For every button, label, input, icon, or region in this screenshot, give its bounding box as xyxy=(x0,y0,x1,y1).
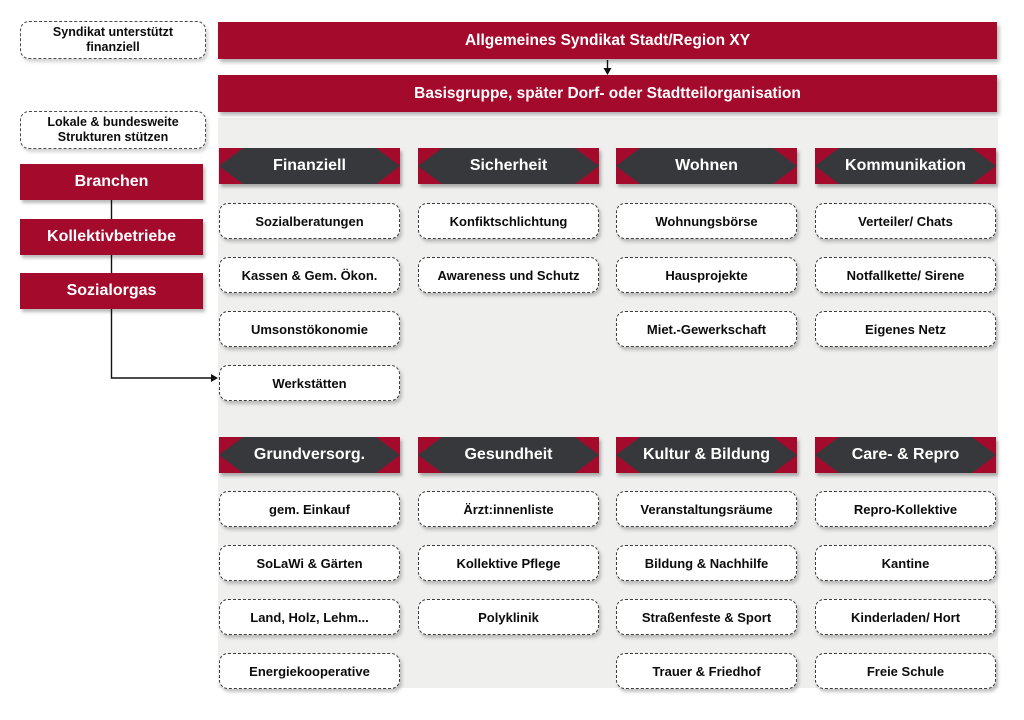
note-strukturen-stuetzen: Lokale & bundesweite Strukturen stützen xyxy=(20,111,206,149)
item-land-holz-lehm: Land, Holz, Lehm... xyxy=(219,599,400,635)
column-header-kultur-bildung: Kultur & Bildung xyxy=(616,437,797,473)
item-kantine: Kantine xyxy=(815,545,996,581)
column-header-grundversorgung: Grundversorg. xyxy=(219,437,400,473)
column-header-label: Care- & Repro xyxy=(851,446,960,463)
sidebox-branchen: Branchen xyxy=(20,164,203,200)
column-header-wohnen: Wohnen xyxy=(616,148,797,184)
item-wohnungsboerse: Wohnungsbörse xyxy=(616,203,797,239)
arrow-banner-down-head xyxy=(603,68,612,75)
item-verteiler-chats: Verteiler/ Chats xyxy=(815,203,996,239)
header-arrow-shape xyxy=(219,148,400,184)
header-arrow-shape xyxy=(616,437,797,473)
header-arrow-shape xyxy=(418,437,599,473)
item-werkstaetten: Werkstätten xyxy=(219,365,400,401)
item-kinderladen-hort: Kinderladen/ Hort xyxy=(815,599,996,635)
item-solawi-gaerten: SoLaWi & Gärten xyxy=(219,545,400,581)
item-miet-gewerkschaft: Miet.-Gewerkschaft xyxy=(616,311,797,347)
column-header-label: Kommunikation xyxy=(845,157,966,174)
item-sozialberatungen: Sozialberatungen xyxy=(219,203,400,239)
item-awareness-und-schutz: Awareness und Schutz xyxy=(418,257,599,293)
header-arrow-shape xyxy=(815,148,996,184)
column-header-gesundheit: Gesundheit xyxy=(418,437,599,473)
item-veranstaltungsraeume: Veranstaltungsräume xyxy=(616,491,797,527)
column-header-sicherheit: Sicherheit xyxy=(418,148,599,184)
item-kollektive-pflege: Kollektive Pflege xyxy=(418,545,599,581)
item-strassenfeste-sport: Straßenfeste & Sport xyxy=(616,599,797,635)
banner-syndikat: Allgemeines Syndikat Stadt/Region XY xyxy=(218,22,997,59)
column-header-kommunikation: Kommunikation xyxy=(815,148,996,184)
item-bildung-nachhilfe: Bildung & Nachhilfe xyxy=(616,545,797,581)
note-syndikat-finanziell: Syndikat unterstützt finanziell xyxy=(20,21,206,59)
arrow-sozialorgas-werkstaetten-head xyxy=(211,374,218,382)
item-umsonstoekonomie: Umsonstökonomie xyxy=(219,311,400,347)
header-arrow-shape xyxy=(418,148,599,184)
column-header-label: Kultur & Bildung xyxy=(642,446,771,463)
item-hausprojekte: Hausprojekte xyxy=(616,257,797,293)
item-freie-schule: Freie Schule xyxy=(815,653,996,689)
column-header-label: Wohnen xyxy=(675,157,738,174)
arrow-sozialorgas-werkstaetten xyxy=(110,309,211,379)
item-aerzt-innenliste: Ärzt:innenliste xyxy=(418,491,599,527)
column-header-label: Gesundheit xyxy=(464,446,553,463)
sidebox-sozialorgas: Sozialorgas xyxy=(20,273,203,309)
item-eigenes-netz: Eigenes Netz xyxy=(815,311,996,347)
item-polyklinik: Polyklinik xyxy=(418,599,599,635)
header-arrow-shape xyxy=(815,437,996,473)
sidebox-kollektivbetriebe: Kollektivbetriebe xyxy=(20,219,203,255)
column-header-care-repro: Care- & Repro xyxy=(815,437,996,473)
item-konfiktschlichtung: Konfiktschlichtung xyxy=(418,203,599,239)
item-energiekooperative: Energiekooperative xyxy=(219,653,400,689)
column-header-finanziell: Finanziell xyxy=(219,148,400,184)
header-arrow-shape xyxy=(616,148,797,184)
column-header-label: Sicherheit xyxy=(469,157,548,174)
column-header-label: Grundversorg. xyxy=(253,446,366,463)
item-kassen-gem-oekon: Kassen & Gem. Ökon. xyxy=(219,257,400,293)
banner-basisgruppe: Basisgruppe, später Dorf- oder Stadtteil… xyxy=(218,75,997,112)
item-repro-kollektive: Repro-Kollektive xyxy=(815,491,996,527)
header-arrow-shape xyxy=(219,437,400,473)
item-notfallkette-sirene: Notfallkette/ Sirene xyxy=(815,257,996,293)
item-gem-einkauf: gem. Einkauf xyxy=(219,491,400,527)
item-trauer-friedhof: Trauer & Friedhof xyxy=(616,653,797,689)
column-header-label: Finanziell xyxy=(273,157,346,174)
